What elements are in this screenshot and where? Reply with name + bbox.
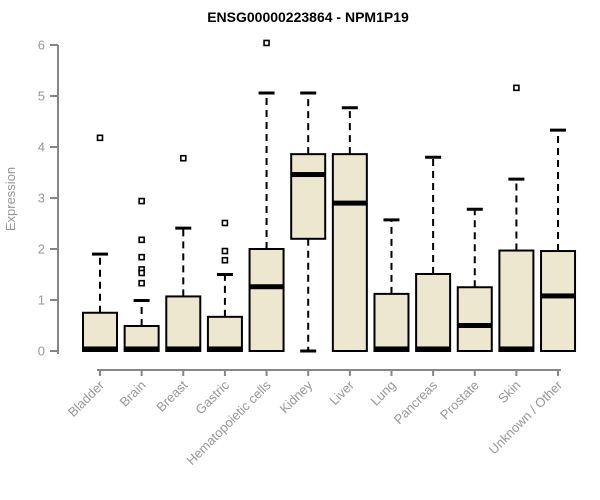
x-tick-label: Liver xyxy=(326,377,357,408)
median-bar xyxy=(291,172,326,178)
median-bar xyxy=(499,346,534,352)
median-bar xyxy=(207,346,242,352)
median-bar xyxy=(374,346,409,352)
boxes-layer xyxy=(82,39,577,353)
iqr-box xyxy=(373,292,410,353)
iqr-box xyxy=(456,286,493,352)
box-group-breast xyxy=(165,154,202,352)
box-group-liver xyxy=(331,106,368,352)
y-tick-label: 3 xyxy=(38,191,45,206)
outlier-point xyxy=(96,134,104,142)
outlier-point xyxy=(221,256,229,264)
median-bar xyxy=(541,293,576,299)
x-tick-label: Gastric xyxy=(192,377,232,417)
x-tick-label: Kidney xyxy=(277,377,316,416)
x-tick-label: Bladder xyxy=(65,377,108,420)
outlier-point xyxy=(138,236,145,244)
median-bar xyxy=(166,346,201,352)
outlier-point xyxy=(138,269,145,277)
box-group-unknown-other xyxy=(540,128,577,352)
box-group-prostate xyxy=(456,207,493,352)
outlier-point xyxy=(221,219,229,227)
x-tick-label: Unknown / Other xyxy=(486,377,566,457)
x-tick-label: Prostate xyxy=(437,378,482,423)
box-group-lung xyxy=(373,218,410,353)
box-group-hematopoietic-cells xyxy=(248,39,285,352)
y-tick-label: 0 xyxy=(38,344,45,359)
chart-title: ENSG00000223864 - NPM1P19 xyxy=(207,9,409,25)
iqr-box xyxy=(415,272,452,352)
median-bar xyxy=(124,346,159,352)
box-group-skin xyxy=(498,84,535,352)
box-group-pancreas xyxy=(415,155,452,352)
median-bar xyxy=(249,284,284,290)
y-tick-label: 4 xyxy=(38,140,45,155)
y-tick-label: 2 xyxy=(38,242,45,257)
x-tick-label: Pancreas xyxy=(391,377,441,427)
x-tick-label: Brain xyxy=(117,378,149,410)
y-tick-label: 6 xyxy=(38,38,45,53)
box-group-brain xyxy=(123,197,160,353)
iqr-box xyxy=(540,250,577,352)
iqr-box xyxy=(206,315,243,352)
outlier-point xyxy=(138,197,145,205)
median-bar xyxy=(332,200,367,206)
box-group-kidney xyxy=(290,91,327,353)
x-tick-label: Breast xyxy=(153,377,190,414)
iqr-box xyxy=(331,153,368,352)
box-group-gastric xyxy=(206,219,243,352)
median-bar xyxy=(83,346,117,352)
outlier-point xyxy=(263,39,270,47)
outlier-point xyxy=(179,154,187,162)
median-bar xyxy=(416,346,451,352)
y-tick-label: 1 xyxy=(38,293,45,308)
iqr-box xyxy=(248,248,285,352)
x-tick-label: Lung xyxy=(368,378,399,409)
outlier-point xyxy=(138,279,145,287)
iqr-box xyxy=(82,311,118,352)
outlier-point xyxy=(513,84,520,92)
y-tick-label: 5 xyxy=(38,89,45,104)
outlier-point xyxy=(138,253,145,261)
box-group-bladder xyxy=(82,134,118,352)
outlier-point xyxy=(221,247,229,255)
x-tick-label: Skin xyxy=(495,378,523,406)
iqr-box xyxy=(165,295,202,352)
y-axis-label: Expression xyxy=(3,167,18,231)
median-bar xyxy=(457,323,492,328)
iqr-box xyxy=(290,153,327,240)
iqr-box xyxy=(498,249,535,352)
